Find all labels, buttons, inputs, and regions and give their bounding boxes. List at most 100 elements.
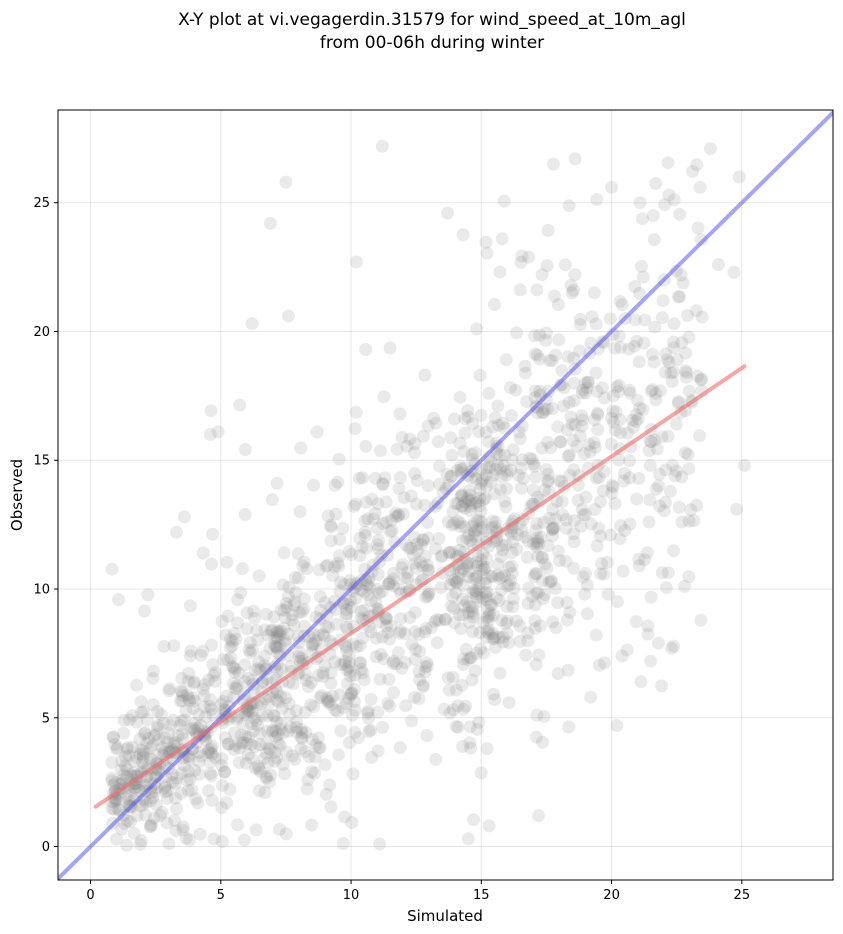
data-point xyxy=(391,646,405,659)
data-point xyxy=(295,605,309,619)
data-point xyxy=(493,483,507,496)
data-point xyxy=(413,673,426,687)
data-point xyxy=(456,608,470,622)
data-point xyxy=(682,462,696,476)
data-point xyxy=(644,384,658,398)
data-point xyxy=(551,420,565,434)
data-point xyxy=(662,355,676,369)
data-point xyxy=(510,542,524,556)
data-point xyxy=(273,722,287,736)
data-point xyxy=(144,819,158,833)
data-point xyxy=(492,631,506,644)
data-point xyxy=(193,746,206,760)
data-point xyxy=(557,399,570,413)
data-point xyxy=(220,796,233,810)
data-point xyxy=(491,568,505,582)
data-point xyxy=(465,493,478,507)
data-point xyxy=(453,608,467,622)
data-point xyxy=(364,593,378,607)
data-point xyxy=(267,610,281,624)
data-point xyxy=(416,533,430,547)
data-point xyxy=(324,520,338,534)
data-point xyxy=(505,559,519,573)
data-point xyxy=(246,643,260,657)
data-point xyxy=(552,333,566,347)
data-point xyxy=(612,378,626,392)
data-point xyxy=(289,720,303,734)
data-point xyxy=(412,665,426,678)
data-point xyxy=(449,575,463,589)
data-point xyxy=(340,603,354,617)
data-point xyxy=(203,767,217,781)
data-point xyxy=(416,680,430,694)
data-point xyxy=(687,514,701,528)
data-point xyxy=(513,619,527,633)
data-point xyxy=(420,729,434,742)
data-point xyxy=(535,550,549,564)
data-point xyxy=(670,417,684,431)
data-point xyxy=(111,802,125,816)
data-point xyxy=(471,523,485,537)
data-point xyxy=(496,543,510,557)
data-point xyxy=(248,663,262,677)
data-point xyxy=(422,585,436,599)
data-point xyxy=(667,544,681,558)
x-tick-label-3: 15 xyxy=(473,888,490,903)
data-point xyxy=(332,452,346,466)
data-point xyxy=(451,514,465,528)
data-point xyxy=(580,578,594,592)
data-point xyxy=(461,653,475,667)
data-point xyxy=(453,390,467,404)
data-point xyxy=(671,290,685,304)
data-point xyxy=(665,375,679,388)
data-point xyxy=(497,194,511,208)
data-point xyxy=(261,697,275,711)
data-point xyxy=(324,800,338,814)
data-point xyxy=(383,341,397,355)
data-point xyxy=(584,517,598,531)
data-point xyxy=(536,406,549,420)
data-point xyxy=(452,563,466,577)
data-point xyxy=(273,822,286,836)
data-point xyxy=(155,805,169,819)
data-point xyxy=(356,471,370,485)
data-point xyxy=(530,730,543,744)
data-point xyxy=(466,585,480,599)
data-point xyxy=(355,540,369,554)
data-point xyxy=(498,494,512,508)
data-point xyxy=(521,250,535,264)
data-point xyxy=(498,569,511,583)
data-point xyxy=(579,386,593,400)
data-point xyxy=(188,763,202,777)
data-point xyxy=(254,697,268,711)
data-point xyxy=(177,758,191,772)
data-point xyxy=(474,642,487,656)
data-point xyxy=(378,471,392,485)
data-point xyxy=(206,527,220,541)
data-point xyxy=(186,691,200,705)
data-point xyxy=(387,654,401,668)
data-point xyxy=(413,555,427,569)
data-point xyxy=(546,522,560,536)
data-point xyxy=(476,547,490,560)
data-point xyxy=(282,309,295,323)
data-point xyxy=(375,549,389,562)
data-point xyxy=(369,650,383,664)
data-point xyxy=(447,602,461,615)
data-point xyxy=(576,413,590,427)
data-point xyxy=(273,628,287,642)
data-point xyxy=(454,622,468,636)
data-point xyxy=(248,740,262,754)
data-point xyxy=(263,743,277,757)
data-point xyxy=(451,699,465,713)
data-point xyxy=(445,545,459,559)
data-point xyxy=(528,621,542,635)
data-point xyxy=(151,718,165,732)
data-point xyxy=(479,576,493,590)
data-point xyxy=(450,575,464,589)
data-point xyxy=(615,298,629,312)
data-point xyxy=(162,726,176,740)
data-point xyxy=(468,529,481,543)
data-point xyxy=(217,653,230,666)
data-point xyxy=(311,731,325,745)
